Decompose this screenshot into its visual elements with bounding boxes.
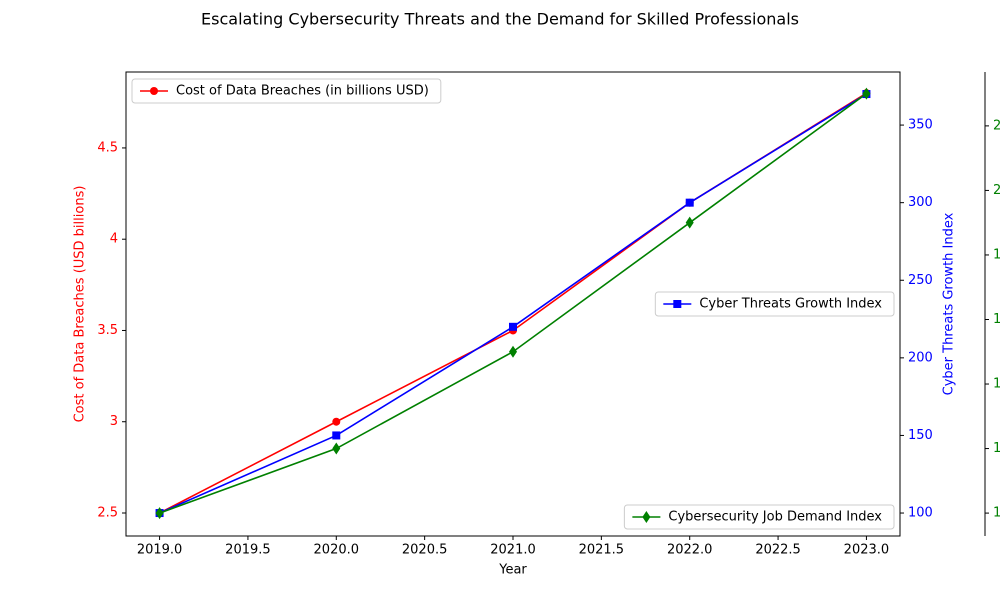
y3-tick-label: 120 [993,441,1000,456]
legend: Cybersecurity Job Demand Index [623,504,895,530]
y3-tick-label: 140 [993,377,1000,392]
legend-marker [150,87,158,95]
x-tick-label: 2021.5 [579,543,625,558]
legend-label: Cyber Threats Growth Index [699,297,882,312]
y2-tick-label: 200 [908,350,933,365]
y3-tick-label: 100 [993,506,1000,521]
x-tick-label: 2022.0 [667,543,713,558]
data-point [685,198,694,207]
x-tick-label: 2021.0 [490,543,536,558]
x-tick-label: 2020.5 [402,543,448,558]
data-point [332,442,341,455]
y2-tick-label: 150 [908,428,933,443]
data-point [509,345,517,358]
y2-tick-label: 300 [908,195,933,210]
legend-label: Cybersecurity Job Demand Index [668,510,882,525]
y-tick-label: 4 [110,232,118,247]
chart-title: Escalating Cybersecurity Threats and the… [201,10,799,29]
data-point [332,417,341,426]
x-tick-label: 2019.0 [137,543,183,558]
legend-label: Cost of Data Breaches (in billions USD) [176,84,429,99]
data-point [509,322,517,331]
y-tick-label: 3.5 [97,323,118,338]
legend-marker [673,300,682,308]
y-tick-label: 4.5 [97,140,118,155]
x-axis-label: Year [498,563,527,578]
legend-box [654,291,895,317]
y3-tick-label: 160 [993,312,1000,327]
y-tick-label: 3 [110,414,118,429]
data-point [155,507,164,520]
legend-marker [642,511,651,523]
data-point [332,431,341,440]
y2-axis-label: Cyber Threats Growth Index [942,212,957,395]
y3-tick-label: 200 [993,183,1000,198]
y3-tick-label: 180 [993,247,1000,262]
legend-box [131,78,442,104]
y2-tick-label: 350 [908,118,933,133]
legend: Cyber Threats Growth Index [654,291,895,317]
data-point [685,216,694,229]
y2-tick-label: 250 [908,273,933,288]
x-tick-label: 2023.0 [844,543,890,558]
data-point [862,87,871,100]
legend: Cost of Data Breaches (in billions USD) [131,78,442,104]
y2-tick-label: 100 [908,506,933,521]
y-axis-label: Cost of Data Breaches (USD billions) [73,186,88,423]
x-tick-label: 2020.0 [314,543,360,558]
x-tick-label: 2022.5 [755,543,801,558]
y3-tick-label: 220 [993,118,1000,133]
legend-box [623,504,895,530]
x-tick-label: 2019.5 [225,543,271,558]
y-tick-label: 2.5 [97,506,118,521]
